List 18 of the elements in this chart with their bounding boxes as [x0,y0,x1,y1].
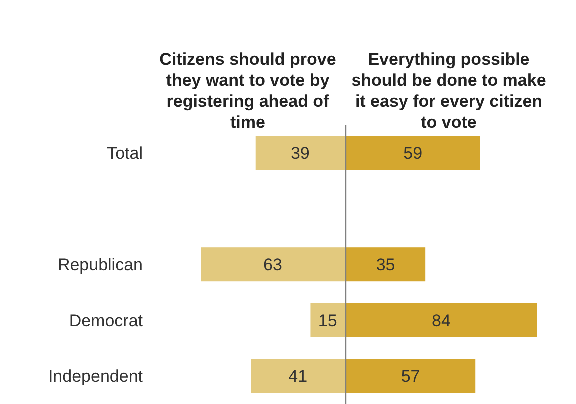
data-label: 84 [432,311,451,330]
chart-title: Everything possible should be done to make it easy for every citizen to vote [350,49,548,133]
y-tick-label: Republican [58,256,143,274]
data-label: 35 [376,256,396,275]
chart-title: Citizens should prove they want to vote by registering ahead of time [159,49,337,133]
data-label: 63 [264,256,282,275]
bar [251,359,345,394]
data-label: 57 [401,367,420,386]
bar [256,136,345,170]
data-label: 41 [288,367,308,386]
y-tick-label: Democrat [69,311,144,330]
y-tick-label: Total [107,144,143,163]
bar [310,303,345,338]
bar [201,248,345,282]
data-label: 39 [290,144,310,163]
data-label: 15 [318,311,338,330]
y-tick-label: Independent [48,367,144,386]
data-label: 59 [404,144,423,163]
